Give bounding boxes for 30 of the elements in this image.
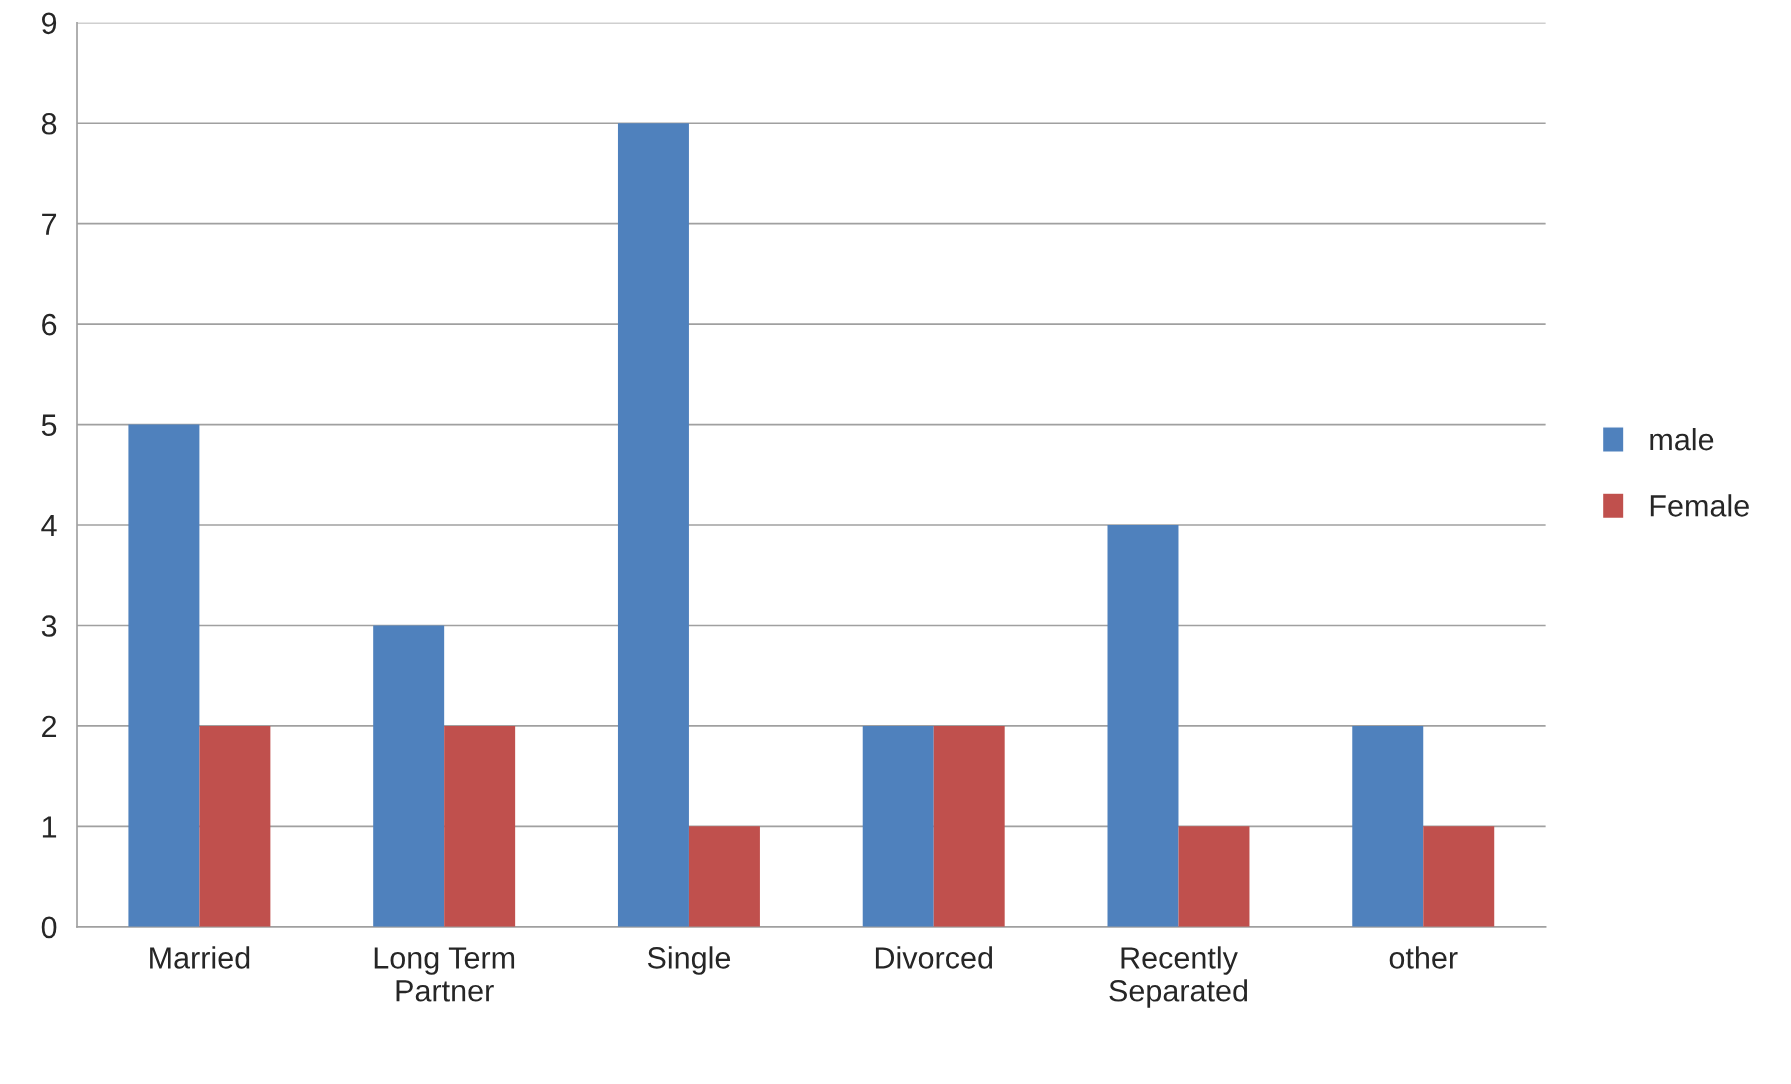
bar	[617, 123, 689, 927]
legend-label: male	[1650, 427, 1714, 451]
bar	[862, 725, 934, 927]
y-tick-label: 4	[41, 515, 57, 537]
bar	[1423, 826, 1495, 927]
bar	[199, 725, 271, 927]
y-tick-label: 1	[42, 816, 57, 838]
x-tick-label: Single	[647, 946, 731, 975]
x-tick-label: Married	[150, 946, 250, 969]
y-tick-label: 9	[42, 12, 57, 35]
y-tick-label: 8	[41, 112, 57, 135]
bar	[444, 725, 516, 927]
y-tick-label: 0	[41, 916, 57, 939]
x-tick-label: other	[1389, 946, 1458, 969]
bar	[1352, 725, 1424, 927]
bar	[373, 625, 445, 927]
bar	[933, 725, 1005, 927]
x-tick-label: Recently Separated	[1109, 946, 1248, 1008]
bar	[1178, 826, 1250, 927]
bar	[688, 826, 760, 927]
x-tick-label: Divorced	[875, 946, 993, 969]
y-tick-label: 5	[41, 414, 57, 436]
bar	[1107, 525, 1179, 927]
y-tick-label: 2	[42, 715, 57, 737]
y-tick-label: 3	[41, 615, 57, 637]
bar	[128, 424, 200, 927]
legend-label: Female	[1650, 494, 1749, 517]
x-tick-label: Long Term Partner	[374, 947, 515, 1002]
y-tick-label: 6	[42, 313, 57, 336]
y-tick-label: 7	[42, 213, 57, 235]
